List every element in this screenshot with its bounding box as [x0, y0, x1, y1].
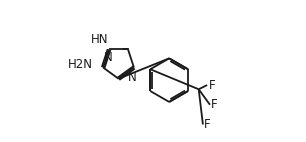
Text: N: N: [104, 51, 113, 64]
Text: F: F: [211, 98, 218, 111]
Text: N: N: [127, 71, 136, 84]
Text: F: F: [204, 118, 211, 131]
Text: H2N: H2N: [68, 58, 92, 71]
Text: F: F: [209, 79, 215, 92]
Text: HN: HN: [91, 33, 108, 46]
